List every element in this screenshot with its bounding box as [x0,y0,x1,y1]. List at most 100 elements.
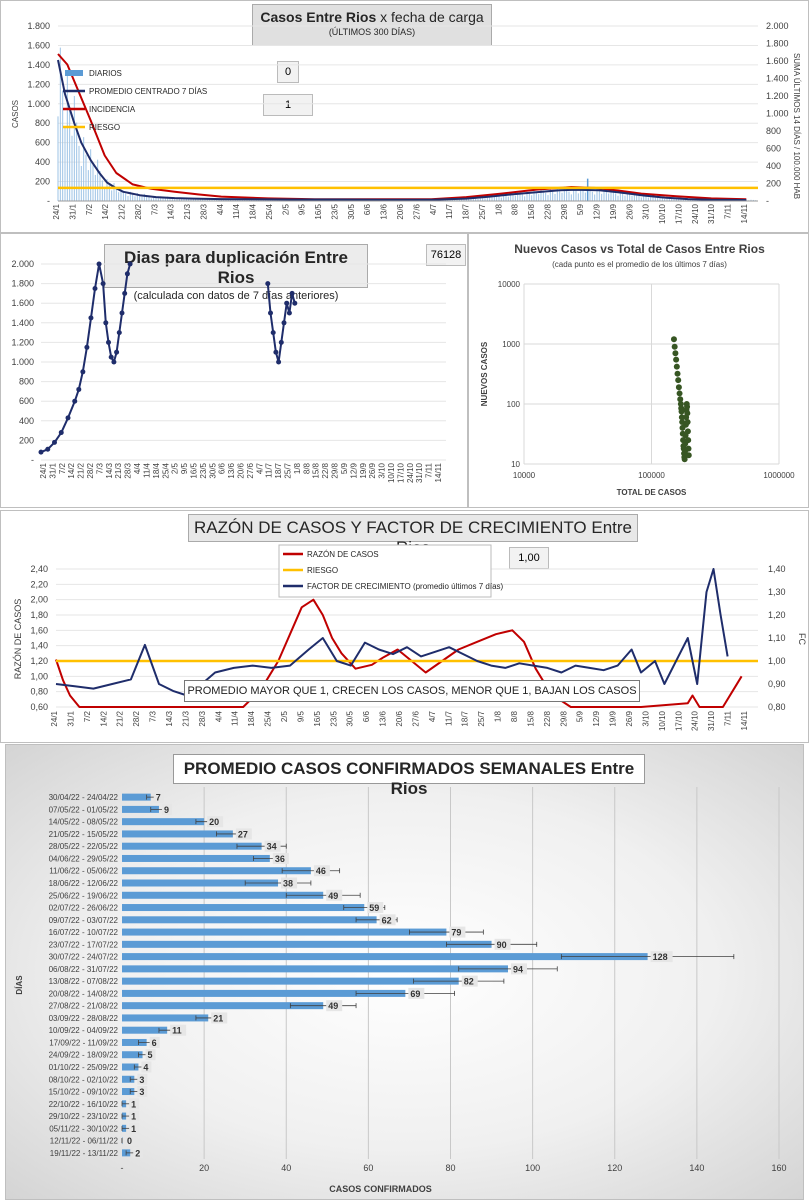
p1-xtick-37: 10/10 [658,203,667,224]
p5-label-22: 4 [143,1063,148,1073]
p5-bar-1 [122,805,159,813]
p5-label-27: 1 [131,1124,136,1134]
p3-ylabel: NUEVOS CASOS [480,341,489,406]
p1-xtick-26: 25/7 [478,203,487,219]
p1-xtick-36: 3/10 [642,203,651,219]
p1-xtick-31: 29/8 [560,203,569,219]
p5-label-bg-18 [211,1012,228,1024]
p2-point-20 [122,290,128,296]
p2-point-18 [116,330,122,336]
p1-xtick-1: 31/1 [68,203,77,219]
p5-label-21: 5 [148,1050,153,1060]
p5-label-9: 59 [369,903,379,913]
p2-xtick-13: 25/4 [161,462,170,478]
p5-bar-15 [122,977,459,985]
p5-category-29: 19/11/22 - 13/11/22 [50,1149,119,1158]
p1-xtick-4: 21/2 [118,203,127,219]
p2-xtick-35: 26/9 [368,462,377,478]
p4-xtick-18: 30/5 [346,710,355,726]
p1-legend-1: PROMEDIO CENTRADO 7 DÍAS [89,87,207,96]
p5-category-25: 22/10/22 - 16/10/22 [49,1100,119,1109]
p1-xtick-30: 22/8 [543,203,552,219]
p1-xtick-22: 27/6 [412,203,421,219]
p2-xtick-22: 27/6 [246,462,255,478]
p3-xtick-2: 1000000 [763,471,795,480]
p2-point-22 [127,261,133,267]
panel1-chart: -2004006008001.0001.2001.4001.6001.800-2… [11,21,801,224]
p4-xtick-28: 8/8 [510,710,519,722]
panel4-title-box: RAZÓN DE CASOS Y FACTOR DE CRECIMIENTO E… [188,514,638,557]
p5-label-bg-17 [326,1000,343,1012]
panel-weekly-avg: PROMEDIO CASOS CONFIRMADOS SEMANALES Ent… [5,744,804,1200]
p4-legend-2: FACTOR DE CRECIMIENTO (promedio últimos … [307,582,504,591]
p5-label-0: 7 [156,793,161,803]
p5-category-23: 08/10/22 - 02/10/22 [49,1075,119,1084]
p5-xtick-4: 80 [445,1163,455,1173]
p4-xtick-33: 12/9 [592,710,601,726]
p5-label-25: 1 [131,1099,136,1109]
p1-xtick-38: 17/10 [674,203,683,224]
p4-xtick-34: 19/9 [609,710,618,726]
p2-xtick-36: 3/10 [378,462,387,478]
p1-xtick-12: 18/4 [249,203,258,219]
p2-xtick-27: 1/8 [293,462,302,474]
p5-label-bg-6 [313,865,330,877]
p5-label-bg-1 [161,803,172,815]
p2-point-26 [273,349,279,355]
p4-ytick-3: 1,20 [30,656,48,666]
p2-point-28 [278,339,284,345]
p5-label-bg-5 [272,852,289,864]
p3-xlabel: TOTAL DE CASOS [617,488,687,497]
p1-xtick-23: 4/7 [429,203,438,215]
p4-xtick-10: 4/4 [214,710,223,722]
p4-xtick-21: 20/6 [395,710,404,726]
panel-ratio-growth: RAZÓN DE CASOS Y FACTOR DE CRECIMIENTO E… [0,510,809,743]
p5-bar-18 [122,1014,209,1022]
p2-point-3 [58,430,64,436]
p5-label-20: 6 [152,1038,157,1048]
p4-xtick-30: 22/8 [543,710,552,726]
p2-xtick-0: 24/1 [39,462,48,478]
p1-xtick-5: 28/2 [134,203,143,219]
p1-xtick-8: 21/3 [183,203,192,219]
p3-ytick-2: 1000 [502,340,520,349]
panel2-subtitle: (calculada con datos de 7 días anteriore… [133,290,339,302]
p1-xtick-14: 2/5 [281,203,290,215]
p5-category-2: 14/05/22 - 08/05/22 [49,818,119,827]
p5-category-15: 13/08/22 - 07/08/22 [49,977,119,986]
p3-point-22 [681,456,688,463]
p5-xtick-2: 40 [281,1163,291,1173]
p1-xtick-7: 14/3 [167,203,176,219]
p5-label-bg-19 [170,1024,187,1036]
p4-y2tick-4: 1,20 [768,610,786,620]
p5-bar-0 [122,793,151,801]
p2-point-19 [119,310,125,316]
p5-label-1: 9 [164,805,169,815]
p2-point-10 [92,286,98,291]
p5-category-14: 06/08/22 - 31/07/22 [49,965,119,974]
p4-xtick-20: 13/6 [379,710,388,726]
p3-point-36 [685,452,692,459]
p2-xtick-6: 7/3 [95,462,104,474]
p4-ytick-9: 2,40 [30,564,48,574]
p5-category-9: 02/07/22 - 26/06/22 [49,904,119,913]
p5-category-11: 16/07/22 - 10/07/22 [49,928,119,937]
p1-xtick-10: 4/4 [216,203,225,215]
p5-label-bg-28 [125,1135,135,1147]
p5-label-17: 49 [328,1001,338,1011]
p4-xtick-3: 14/2 [99,710,108,726]
p4-y2tick-1: 0,90 [768,679,786,689]
p5-bar-9 [122,904,365,912]
p4-ytick-6: 1,80 [30,610,48,620]
p2-xtick-18: 30/5 [208,462,217,478]
p5-bar-3 [122,830,233,838]
p4-xtick-29: 15/8 [526,710,535,726]
p5-bar-5 [122,854,270,862]
p1-ytick-2: 400 [35,157,50,167]
p2-xtick-9: 28/3 [124,462,133,478]
p2-xtick-32: 5/9 [340,462,349,474]
p2-xtick-41: 7/11 [425,462,434,478]
p4-legend-box [278,544,492,598]
p1-xtick-6: 7/3 [150,203,159,215]
p5-category-18: 03/09/22 - 28/08/22 [49,1014,119,1023]
